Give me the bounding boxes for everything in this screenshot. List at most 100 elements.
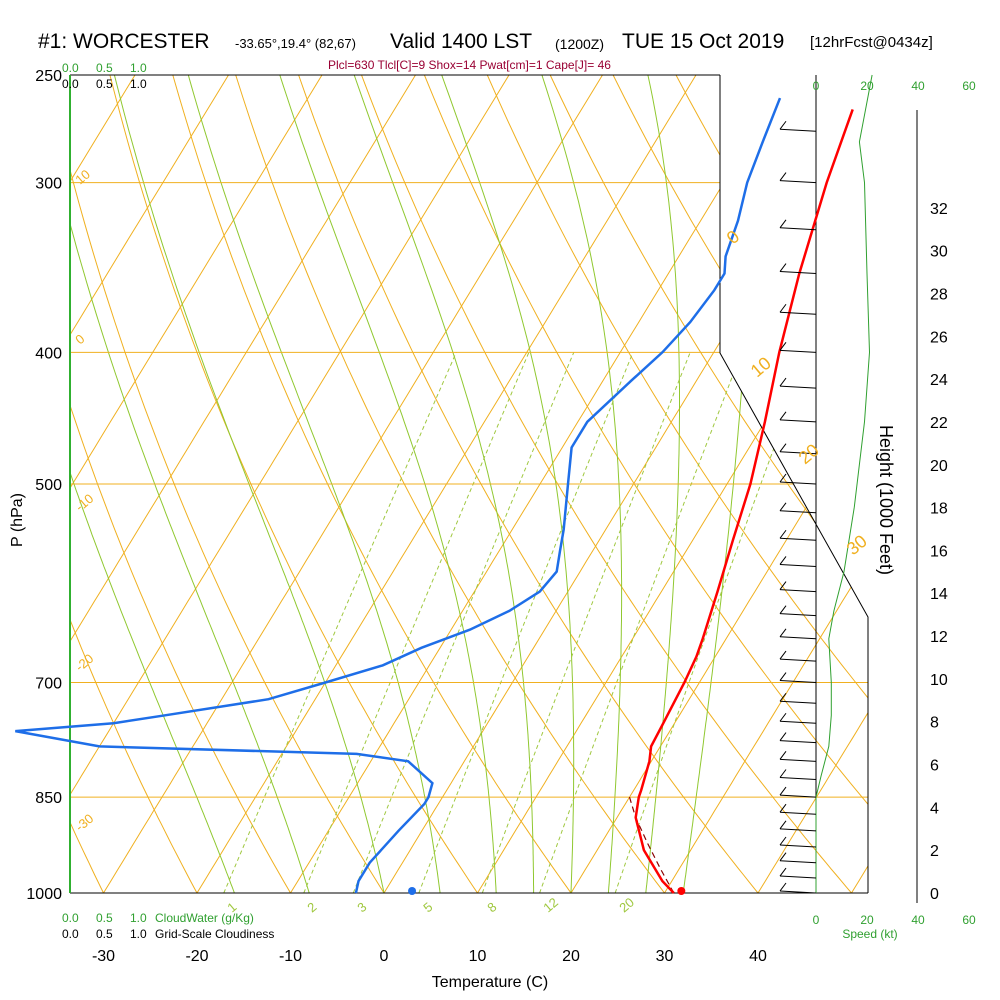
barb-staff [779,349,817,353]
dry-adiabat [662,75,868,893]
temperature-tick-label: -20 [185,948,208,965]
temperature-tick-label: 10 [469,948,487,965]
barb-staff [779,589,817,593]
cloud-scale-bottom-green: 1.0 [130,911,147,925]
wind-barb [779,803,817,815]
wind-barb [779,692,817,704]
wind-barb [779,556,817,567]
barb-flag [779,303,787,313]
moist-adiabat [187,75,441,893]
barb-staff [779,680,817,684]
dry-adiabat [414,75,868,893]
background-lines [70,51,1000,922]
height-tick-label: 2 [930,843,939,860]
barb-flag [779,867,787,877]
dry-adiabat [70,75,119,893]
wind-barb [779,263,817,275]
barb-staff [779,180,817,184]
height-tick-label: 26 [930,329,948,346]
mixing-ratio-line [481,352,691,893]
barb-flag [779,786,787,796]
cloud-scale-bottom-green: 0.0 [62,911,79,925]
isotherm [70,75,244,893]
speed-tick-bottom: 40 [911,913,925,927]
barb-staff [779,271,817,275]
barb-staff [779,510,817,514]
barb-staff [779,794,817,798]
speed-tick-bottom: 60 [962,913,976,927]
barb-staff [779,128,817,132]
wind-barb [779,836,817,848]
barb-flag [779,377,787,387]
dry-adiabat [289,75,782,893]
barb-flag [779,692,787,702]
isotherm [290,75,805,893]
temperature-tick-label: -10 [279,948,302,965]
temperature-line [634,108,854,894]
barb-flag [779,751,787,760]
barb-staff [779,613,817,617]
wind-barb [779,867,817,879]
speed-tick-top: 40 [911,79,925,93]
valid-time: Valid 1400 LST [390,30,533,53]
wind-barbs [779,120,817,894]
isotherm [70,75,431,893]
cloud-scale-top-black: 1.0 [130,77,147,91]
barb-flag [779,342,787,351]
dry-adiabat-label: 10 [747,353,775,381]
mixing-ratio-label: 2 [304,899,319,915]
speed-tick-top: 60 [962,79,976,93]
wind-barb [779,303,817,315]
wind-barb [779,820,817,832]
barb-flag [779,769,787,778]
isotherm [664,75,868,893]
forecast-info: [12hrFcst@0434z] [810,34,933,51]
station-title: #1: WORCESTER [38,30,210,53]
dry-adiabat [912,51,1000,922]
isotherm [70,75,338,893]
x-axis-title: Temperature (C) [432,974,548,991]
wind-barb [779,628,817,640]
dry-adiabat [70,75,403,893]
wind-barb [779,172,817,184]
pressure-tick-label: 300 [35,176,62,193]
moist-adiabat [541,75,623,893]
height-tick-label: 24 [930,372,948,389]
height-axis-title: Height (1000 Feet) [876,425,896,575]
wind-barb [779,377,817,389]
wind-barb [779,120,817,132]
dry-adiabat-label: -20 [72,651,96,675]
mixing-ratio-line [352,352,575,893]
barb-staff [779,481,817,485]
moist-adiabat [70,75,310,893]
barb-flag [779,411,787,421]
barb-flag [779,803,787,813]
cloudwater-label: CloudWater (g/Kg) [155,911,254,925]
barb-flag [779,628,787,638]
barb-flag [779,219,787,229]
zulu-time: (1200Z) [555,36,605,52]
wind-barb [779,443,817,455]
dry-adiabat [476,75,868,893]
height-tick-label: 18 [930,501,948,518]
barb-staff [779,658,817,662]
height-tick-label: 32 [930,201,948,218]
barb-flag [779,120,787,130]
pressure-tick-label: 250 [35,68,62,85]
wind-barb [779,605,817,617]
height-tick-label: 8 [930,715,939,732]
temperature-tick-label: 0 [380,948,389,965]
dry-adiabat-label: 10 [72,167,93,188]
speed-tick-bottom: 0 [813,913,820,927]
surface-temp-marker [677,887,686,895]
temperature-tick-label: -30 [92,948,115,965]
moist-adiabat [70,75,235,893]
barb-flag [779,852,787,862]
cloud-scale-top-black: 0.0 [62,77,79,91]
mixing-ratio-label: 3 [354,899,369,915]
barb-flag [779,650,787,660]
wind-barb [779,581,817,593]
wind-barb [779,712,817,724]
moist-adiabat [645,75,680,893]
dry-adiabat-label: -30 [72,811,96,835]
